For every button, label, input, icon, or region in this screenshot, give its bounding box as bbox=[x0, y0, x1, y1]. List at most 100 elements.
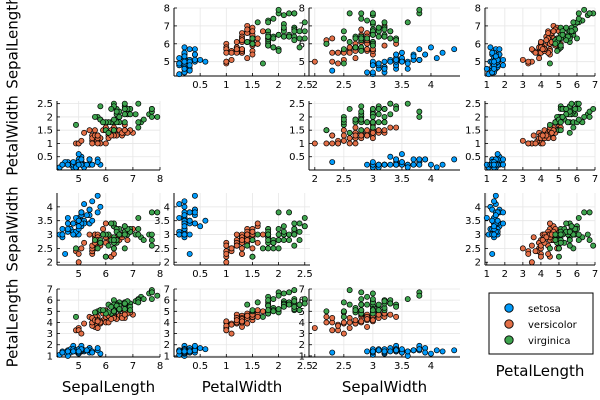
point-virginica-r1-c0 bbox=[108, 106, 115, 112]
point-virginica-r1-c3 bbox=[575, 100, 582, 107]
point-virginica-r3-c1 bbox=[275, 306, 282, 313]
point-virginica-r0-c2 bbox=[387, 35, 394, 42]
point-versicolor-r0-c1 bbox=[259, 28, 266, 35]
point-virginica-r2-c3 bbox=[575, 231, 582, 238]
point-virginica-r2-c3 bbox=[575, 214, 582, 221]
point-virginica-r2-c0 bbox=[154, 209, 161, 216]
tick-label-y-r3-c0: 6 bbox=[47, 296, 53, 307]
point-virginica-r3-c0 bbox=[91, 309, 98, 316]
point-versicolor-r3-c1 bbox=[254, 313, 261, 320]
point-versicolor-r2-c0 bbox=[81, 239, 88, 246]
point-virginica-r0-c3 bbox=[575, 10, 582, 17]
point-versicolor-r0-c3 bbox=[539, 46, 546, 53]
tick-label-x-r0-c2: 3 bbox=[370, 80, 376, 91]
point-virginica-r1-c3 bbox=[590, 106, 597, 112]
point-virginica-r1-c3 bbox=[546, 121, 553, 128]
point-virginica-r1-c3 bbox=[568, 100, 575, 107]
point-virginica-r1-c3 bbox=[557, 127, 564, 134]
point-virginica-r3-c0 bbox=[154, 292, 161, 299]
point-virginica-r0-c2 bbox=[358, 10, 365, 17]
tick-label-x-r3-c2: 2.5 bbox=[336, 361, 352, 372]
point-versicolor-r1-c2 bbox=[335, 140, 341, 147]
point-setosa-r3-c1 bbox=[197, 345, 204, 352]
point-virginica-r1-c2 bbox=[352, 116, 359, 123]
point-versicolor-r2-c1 bbox=[223, 259, 230, 266]
point-versicolor-r3-c2 bbox=[340, 330, 347, 337]
point-setosa-r0-c2 bbox=[369, 62, 376, 69]
point-versicolor-r2-c1 bbox=[233, 242, 240, 249]
tick-label-y-r3-c1: 1 bbox=[164, 351, 170, 362]
point-virginica-r1-c0 bbox=[105, 129, 112, 136]
point-virginica-r0-c1 bbox=[259, 60, 266, 67]
point-virginica-r2-c1 bbox=[291, 226, 298, 232]
tick-label-y-r3-c1: 3 bbox=[164, 329, 170, 340]
point-virginica-r2-c1 bbox=[291, 220, 298, 227]
point-versicolor-r3-c0 bbox=[78, 330, 85, 337]
tick-label-x-r1-c0: 5 bbox=[75, 174, 81, 185]
point-virginica-r0-c2 bbox=[375, 24, 382, 31]
point-setosa-r3-c2 bbox=[428, 350, 434, 357]
point-virginica-r2-c1 bbox=[275, 209, 282, 216]
point-virginica-r2-c1 bbox=[286, 237, 293, 244]
point-virginica-r2-c1 bbox=[280, 237, 287, 244]
point-virginica-r2-c0 bbox=[135, 231, 142, 238]
tick-label-y-r2-c1: 3.5 bbox=[154, 216, 170, 227]
point-setosa-r0-c3 bbox=[492, 53, 499, 60]
point-versicolor-r0-c1 bbox=[228, 49, 235, 56]
tick-label-x-r3-c1: 1 bbox=[223, 361, 229, 372]
point-virginica-r3-c0 bbox=[116, 306, 123, 313]
point-virginica-r1-c3 bbox=[559, 113, 566, 120]
point-virginica-r1-c3 bbox=[581, 113, 588, 120]
point-setosa-r3-c2 bbox=[451, 347, 458, 354]
point-setosa-r0-c2 bbox=[451, 46, 458, 53]
point-virginica-r2-c3 bbox=[563, 220, 570, 227]
point-virginica-r3-c0 bbox=[148, 289, 155, 296]
tick-label-x-r0-c2: 4 bbox=[428, 80, 434, 91]
point-versicolor-r0-c2 bbox=[346, 44, 353, 51]
point-setosa-r2-c1 bbox=[176, 231, 183, 238]
point-setosa-r0-c1 bbox=[176, 60, 183, 67]
point-setosa-r0-c2 bbox=[393, 56, 400, 63]
point-versicolor-r1-c0 bbox=[81, 129, 88, 136]
point-virginica-r2-c0 bbox=[108, 220, 115, 227]
point-virginica-r0-c1 bbox=[301, 19, 308, 26]
point-versicolor-r1-c2 bbox=[381, 127, 388, 134]
point-setosa-r1-c2 bbox=[451, 156, 458, 163]
row-label-PetalWidth: PetalWidth bbox=[4, 95, 22, 176]
point-versicolor-r0-c3 bbox=[543, 37, 550, 44]
point-versicolor-r3-c2 bbox=[369, 317, 376, 324]
point-setosa-r2-c1 bbox=[181, 231, 188, 238]
tick-label-x-r1-c3: 7 bbox=[592, 174, 598, 185]
point-versicolor-r2-c1 bbox=[254, 220, 261, 227]
point-virginica-r1-c3 bbox=[570, 124, 577, 131]
tick-label-y-r0-c3: 6 bbox=[475, 39, 481, 50]
tick-label-y-r3-c2: 7 bbox=[299, 285, 305, 296]
tick-label-y-r2-c3: 4 bbox=[475, 202, 481, 213]
tick-label-y-r1-c3: 1.5 bbox=[465, 126, 481, 137]
point-setosa-r2-c1 bbox=[197, 223, 204, 230]
point-virginica-r2-c1 bbox=[254, 231, 261, 238]
point-setosa-r0-c3 bbox=[496, 46, 503, 53]
tick-label-x-r1-c3: 4 bbox=[538, 174, 544, 185]
point-virginica-r1-c2 bbox=[358, 116, 365, 123]
point-virginica-r2-c1 bbox=[301, 223, 308, 230]
point-versicolor-r3-c1 bbox=[254, 307, 261, 314]
point-virginica-r3-c0 bbox=[121, 300, 128, 307]
point-setosa-r1-c0 bbox=[75, 151, 82, 158]
point-virginica-r0-c1 bbox=[291, 10, 298, 17]
point-virginica-r1-c2 bbox=[393, 106, 400, 112]
point-virginica-r2-c1 bbox=[275, 245, 282, 252]
point-setosa-r1-c2 bbox=[416, 156, 423, 163]
point-virginica-r1-c2 bbox=[369, 106, 376, 112]
point-versicolor-r2-c3 bbox=[530, 234, 537, 241]
point-virginica-r0-c3 bbox=[546, 60, 553, 67]
tick-label-x-r2-c0: 8 bbox=[157, 269, 163, 280]
tick-label-x-r1-c0: 8 bbox=[157, 174, 163, 185]
point-virginica-r1-c2 bbox=[375, 106, 382, 112]
point-virginica-r2-c1 bbox=[286, 231, 293, 238]
tick-label-y-r1-c0: 2 bbox=[47, 112, 53, 123]
point-versicolor-r2-c1 bbox=[239, 237, 245, 244]
point-virginica-r0-c1 bbox=[275, 47, 282, 54]
point-versicolor-r2-c3 bbox=[528, 259, 535, 266]
point-versicolor-r0-c3 bbox=[525, 58, 532, 65]
